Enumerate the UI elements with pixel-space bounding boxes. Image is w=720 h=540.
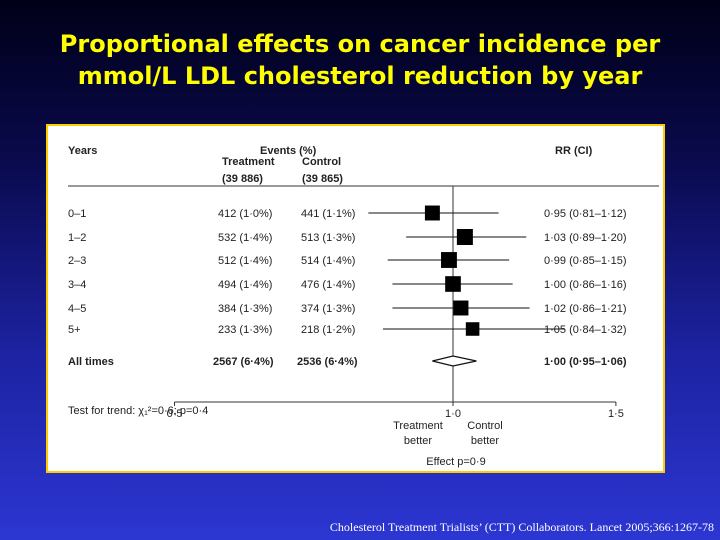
overall-diamond xyxy=(432,355,477,367)
row-years: 0–1 xyxy=(68,208,86,220)
header-treatment: Treatment xyxy=(222,156,275,168)
x-right-label-line1: Control xyxy=(467,420,502,432)
estimate-square xyxy=(445,276,461,292)
estimate-square xyxy=(465,322,480,336)
row-treatment-events: 532 (1·4%) xyxy=(218,232,272,244)
row-treatment-events: 494 (1·4%) xyxy=(218,279,272,291)
estimate-square xyxy=(456,229,473,245)
estimate-square xyxy=(424,205,440,221)
row-rr-ci: 1·00 (0·86–1·16) xyxy=(544,279,627,291)
row-years: 1–2 xyxy=(68,232,86,244)
citation: Cholesterol Treatment Trialists’ (CTT) C… xyxy=(329,520,714,534)
row-treatment-events: 512 (1·4%) xyxy=(218,255,272,267)
row-rr-ci: 1·03 (0·89–1·20) xyxy=(544,232,627,244)
row-control-events: 218 (1·2%) xyxy=(301,324,355,336)
overall-treatment-events: 2567 (6·4%) xyxy=(213,356,274,368)
overall-label: All times xyxy=(68,356,114,368)
overall-control-events: 2536 (6·4%) xyxy=(297,356,358,368)
row-control-events: 476 (1·4%) xyxy=(301,279,355,291)
row-rr-ci: 1·05 (0·84–1·32) xyxy=(544,324,627,336)
row-treatment-events: 233 (1·3%) xyxy=(218,324,272,336)
row-years: 5+ xyxy=(68,324,81,336)
row-treatment-events: 412 (1·0%) xyxy=(218,208,272,220)
row-rr-ci: 0·99 (0·85–1·15) xyxy=(544,255,627,267)
effect-p-value: Effect p=0·9 xyxy=(426,456,485,468)
x-tick-label: 0·5 xyxy=(167,408,183,420)
row-rr-ci: 1·02 (0·86–1·21) xyxy=(544,303,627,315)
x-tick-label: 1·5 xyxy=(608,408,624,420)
slide-title-line1: Proportional effects on cancer incidence… xyxy=(59,30,661,58)
row-years: 3–4 xyxy=(68,279,86,291)
x-left-label-line1: Treatment xyxy=(393,420,443,432)
row-control-events: 441 (1·1%) xyxy=(301,208,355,220)
header-years: Years xyxy=(68,145,97,157)
header-events: Events (%) xyxy=(260,145,317,157)
row-control-events: 374 (1·3%) xyxy=(301,303,355,315)
row-rr-ci: 0·95 (0·81–1·12) xyxy=(544,208,627,220)
x-tick-label: 1·0 xyxy=(445,408,461,420)
header-control-n: (39 865) xyxy=(302,173,343,185)
row-treatment-events: 384 (1·3%) xyxy=(218,303,272,315)
header-rr: RR (CI) xyxy=(555,145,593,157)
x-right-label-line2: better xyxy=(471,435,499,447)
forest-plot-panel: Years Events (%) Treatment Control (39 8… xyxy=(46,124,665,473)
forest-plot: Years Events (%) Treatment Control (39 8… xyxy=(68,145,659,468)
slide-title: Proportional effects on cancer incidence… xyxy=(0,28,720,92)
row-years: 4–5 xyxy=(68,303,86,315)
x-left-label-line2: better xyxy=(404,435,432,447)
estimate-square xyxy=(441,252,457,268)
trend-test: Test for trend: χ₁²=0·6; p=0·4 xyxy=(68,405,208,417)
row-control-events: 514 (1·4%) xyxy=(301,255,355,267)
row-control-events: 513 (1·3%) xyxy=(301,232,355,244)
header-treatment-n: (39 886) xyxy=(222,173,263,185)
overall-rr-ci: 1·00 (0·95–1·06) xyxy=(544,356,627,368)
row-years: 2–3 xyxy=(68,255,86,267)
header-control: Control xyxy=(302,156,341,168)
estimate-square xyxy=(453,300,469,316)
slide-title-line2: mmol/L LDL cholesterol reduction by year xyxy=(77,62,643,90)
